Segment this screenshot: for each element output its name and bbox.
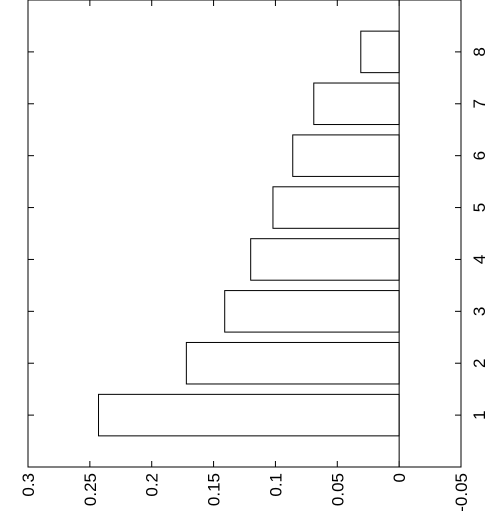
value-tick-label: 0 [390, 473, 409, 482]
bar-8 [360, 30, 400, 74]
value-tick-label: -0.05 [452, 473, 471, 512]
value-tick-label: 0.2 [143, 473, 162, 497]
value-axis: 0.3 0.25 0.2 0.15 0.1 0.05 0 -0.05 [19, 0, 471, 512]
value-tick-label: 0.25 [81, 473, 100, 506]
value-tick-label: 0.05 [328, 473, 347, 506]
category-tick-label: 1 [470, 410, 489, 419]
bars-layer [98, 30, 400, 437]
value-tick-label: 0.15 [205, 473, 224, 506]
bar-7 [313, 82, 400, 126]
bar-5 [272, 186, 400, 229]
plot-frame [27, 0, 462, 468]
category-tick-label: 3 [470, 307, 489, 316]
category-tick-label: 7 [470, 99, 489, 108]
category-tick-label: 2 [470, 358, 489, 367]
value-tick-label: 0.1 [266, 473, 285, 497]
category-tick-label: 4 [470, 255, 489, 264]
category-tick-label: 5 [470, 203, 489, 212]
bar-4 [250, 238, 400, 281]
category-tick-label: 8 [470, 47, 489, 56]
category-tick-label: 6 [470, 151, 489, 160]
bar-2 [185, 341, 400, 385]
bar-3 [224, 290, 400, 333]
category-axis: 1 2 3 4 5 6 7 8 [28, 47, 489, 420]
value-tick-label: 0.3 [19, 473, 38, 497]
bar-6 [292, 134, 400, 177]
bar-1 [98, 393, 400, 437]
